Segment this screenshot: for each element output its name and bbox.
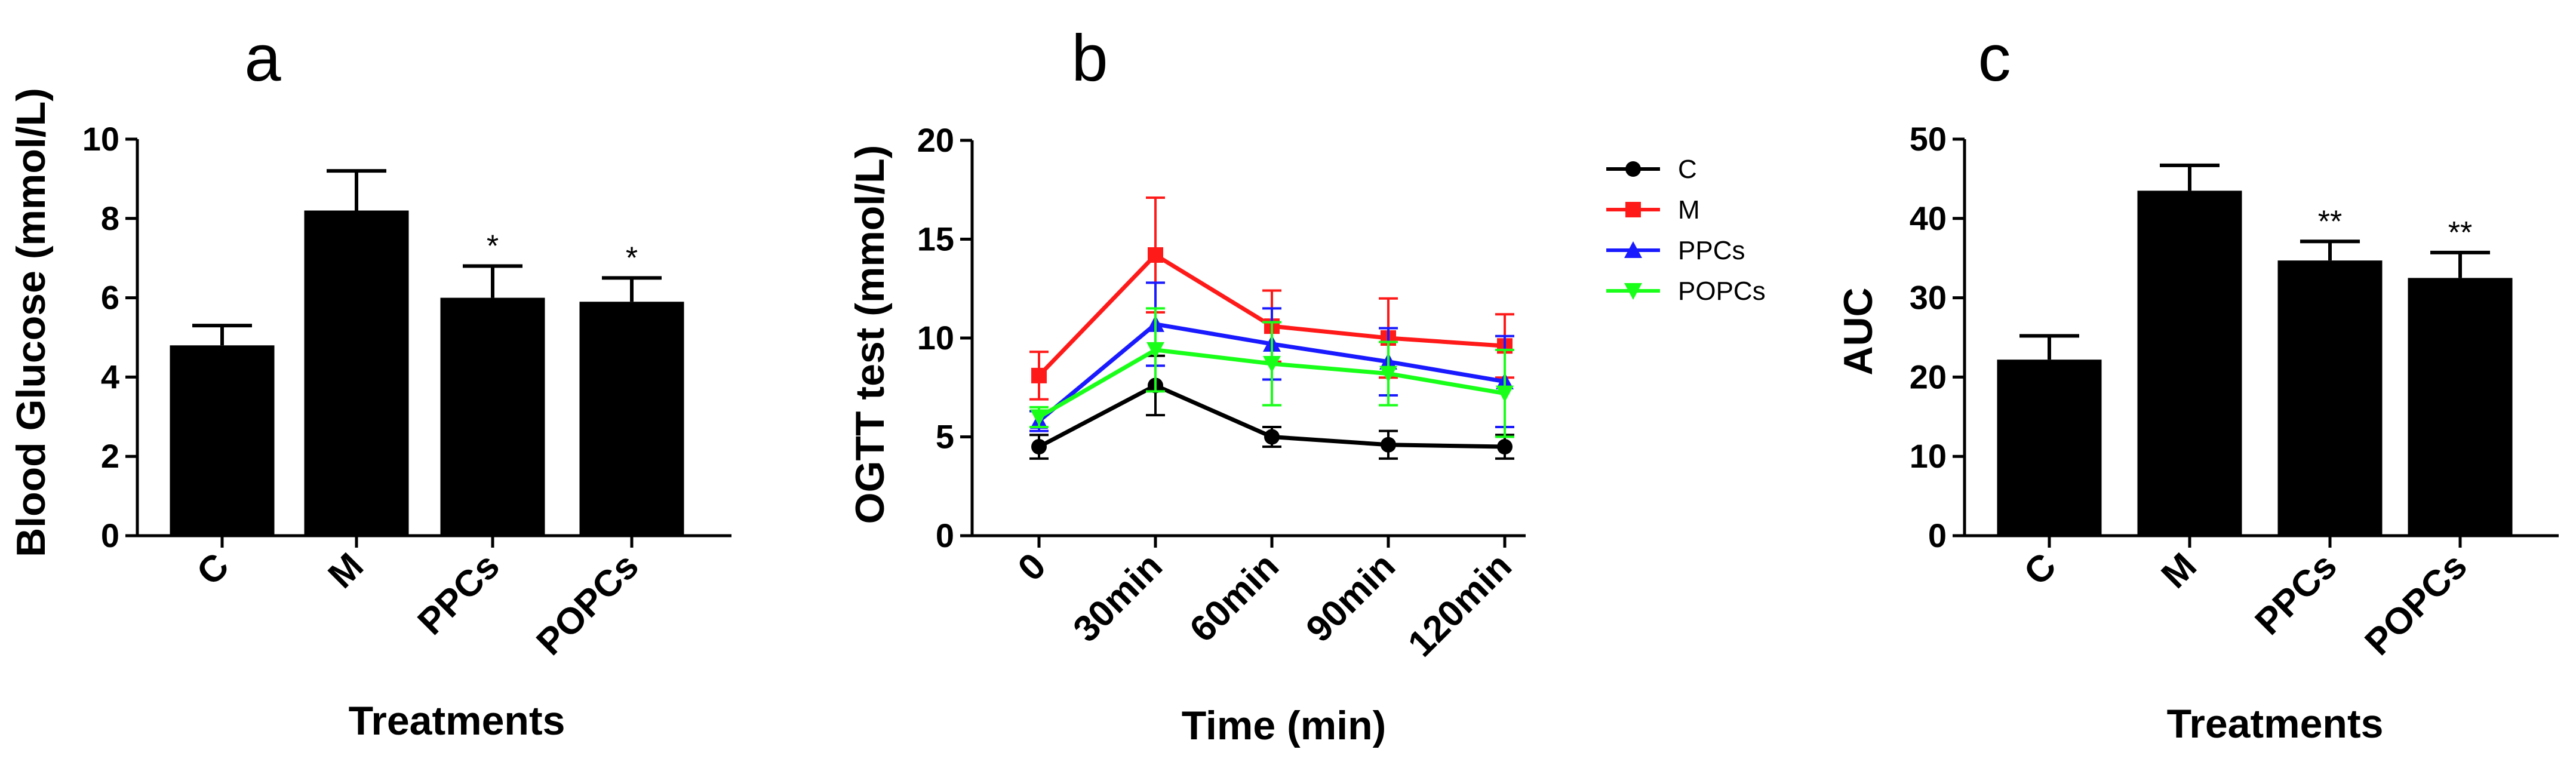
bar-popcs — [579, 302, 684, 536]
panel-b-legend: CM PPCs POPCs — [1606, 155, 1766, 306]
y-tick-label: 0 — [101, 517, 119, 554]
bar-popcs — [2408, 278, 2513, 536]
y-tick-label: 5 — [936, 418, 954, 456]
significance-ppcs: ** — [2318, 204, 2342, 239]
y-tick-label: 0 — [936, 517, 954, 554]
panel-c-letter: c — [1978, 21, 2011, 95]
data-point-popcs — [1030, 409, 1048, 426]
bar-c — [170, 345, 275, 536]
data-point-c — [1264, 429, 1280, 445]
y-tick-label: 30 — [1910, 279, 1947, 317]
bar-m — [2137, 191, 2242, 536]
y-tick-label: 2 — [101, 437, 119, 475]
y-tick-label: 10 — [917, 319, 954, 357]
series-popcs — [1029, 307, 1514, 438]
y-tick-label: 15 — [917, 220, 954, 258]
data-point-popcs — [1496, 385, 1514, 403]
y-tick-label: 0 — [1928, 517, 1947, 554]
data-point-c — [1381, 437, 1396, 453]
data-point-popcs — [1379, 365, 1397, 383]
legend-marker-ppcs — [1624, 241, 1642, 258]
legend-marker-c — [1625, 161, 1641, 177]
significance-popcs: * — [626, 241, 638, 275]
y-tick-label: 8 — [101, 199, 119, 237]
y-tick-label: 20 — [917, 121, 954, 159]
y-tick-label: 40 — [1910, 199, 1947, 237]
bar-c — [1997, 360, 2102, 536]
legend-label-ppcs: PPCs — [1678, 236, 1745, 265]
legend-label-c: C — [1678, 155, 1697, 184]
data-point-popcs — [1146, 342, 1164, 359]
panel-a-y-axis-title: Blood Glucose (mmol/L) — [8, 88, 54, 557]
bar-m — [304, 210, 409, 536]
bar-ppcs — [2277, 260, 2383, 536]
y-tick-label: 4 — [101, 358, 119, 395]
bar-ppcs — [440, 297, 545, 536]
panel-c-x-axis-title: Treatments — [2167, 701, 2384, 747]
y-tick-label: 10 — [1910, 437, 1947, 475]
series-c — [1029, 354, 1514, 460]
significance-ppcs: * — [487, 229, 499, 263]
legend-label-m: M — [1678, 195, 1700, 225]
data-point-popcs — [1263, 356, 1281, 373]
panel-b-letter: b — [1071, 21, 1108, 95]
data-point-c — [1031, 439, 1047, 455]
panel-b-x-axis-title: Time (min) — [1182, 703, 1387, 748]
y-tick-label: 10 — [82, 120, 119, 158]
panel-a-x-axis-title: Treatments — [349, 698, 565, 744]
significance-popcs: ** — [2448, 216, 2472, 250]
y-tick-label: 50 — [1910, 120, 1947, 158]
legend-marker-m — [1625, 202, 1641, 217]
legend-marker-popcs — [1624, 283, 1642, 300]
y-tick-label: 20 — [1910, 358, 1947, 395]
panel-a-letter: a — [244, 21, 281, 95]
data-point-c — [1497, 439, 1513, 455]
legend-label-popcs: POPCs — [1678, 277, 1766, 306]
data-point-m — [1031, 367, 1047, 383]
y-tick-label: 6 — [101, 279, 119, 317]
panel-c-y-axis-title: AUC — [1836, 287, 1881, 375]
panel-b-y-axis-title: OGTT test (mmol/L) — [847, 145, 893, 524]
data-point-m — [1148, 247, 1163, 263]
